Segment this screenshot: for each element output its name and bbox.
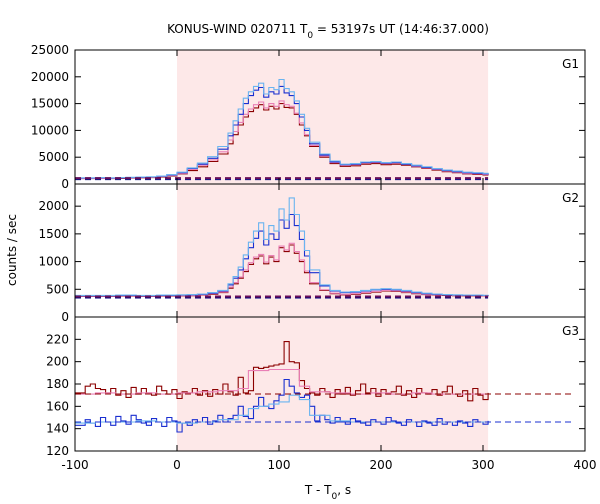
chart-title-sub: 0 [307,31,313,41]
y-tick-label: 15000 [31,97,69,111]
chart-title-main: KONUS-WIND 020711 T [167,22,308,36]
y-tick-label: 25000 [31,43,69,57]
x-tick-label: -100 [61,458,88,472]
chart-title: KONUS-WIND 020711 T0 = 53197s UT (14:46:… [167,22,489,41]
shaded-interval [177,184,489,317]
y-tick-label: 120 [46,444,69,458]
y-tick-label: 10000 [31,123,69,137]
panels-group: 0500010000150002000025000G10500100015002… [31,43,597,472]
x-tick-label: 0 [173,458,181,472]
y-tick-label: 140 [46,422,69,436]
series-ch-c-line [75,378,489,433]
x-axis-label-sub: 0 [332,492,338,500]
y-tick-label: 1000 [38,255,69,269]
y-tick-label: 0 [61,310,69,324]
x-axis-label-main: T - T [304,483,332,497]
x-tick-label: 300 [472,458,495,472]
panel-label: G2 [562,191,579,205]
x-tick-label: 400 [574,458,597,472]
panel-g1: 0 5000 10000 15000 20000 25000 G1 [31,43,586,191]
x-tick-label: 100 [268,458,291,472]
y-tick-label: 5000 [38,150,69,164]
y-tick-label: 180 [46,377,69,391]
x-axis-label: T - T0, s [304,483,351,500]
y-tick-label: 2000 [38,199,69,213]
series-ch-b-line [75,368,489,395]
panel-label: G1 [562,57,579,71]
y-tick-label: 0 [61,177,69,191]
panel-label: G3 [562,324,579,338]
panel-g2: 0 500 1000 1500 2000 G2 [38,183,586,324]
panel-g3: 120 140 160 180 200 220 G3 [46,316,586,458]
y-tick-label: 200 [46,355,69,369]
y-axis-label: counts / sec [5,214,19,286]
series-ch-d-line [75,78,489,179]
x-axis-label-rest: , s [337,483,351,497]
y-tick-label: 20000 [31,70,69,84]
y-tick-label: 220 [46,332,69,346]
y-tick-label: 1500 [38,227,69,241]
series-ch-d-line [75,197,489,296]
y-tick-label: 160 [46,399,69,413]
y-tick-label: 500 [46,282,69,296]
chart-title-rest: = 53197s UT (14:46:37.000) [313,22,489,36]
x-tick-label: 200 [370,458,393,472]
shaded-interval [177,317,489,451]
